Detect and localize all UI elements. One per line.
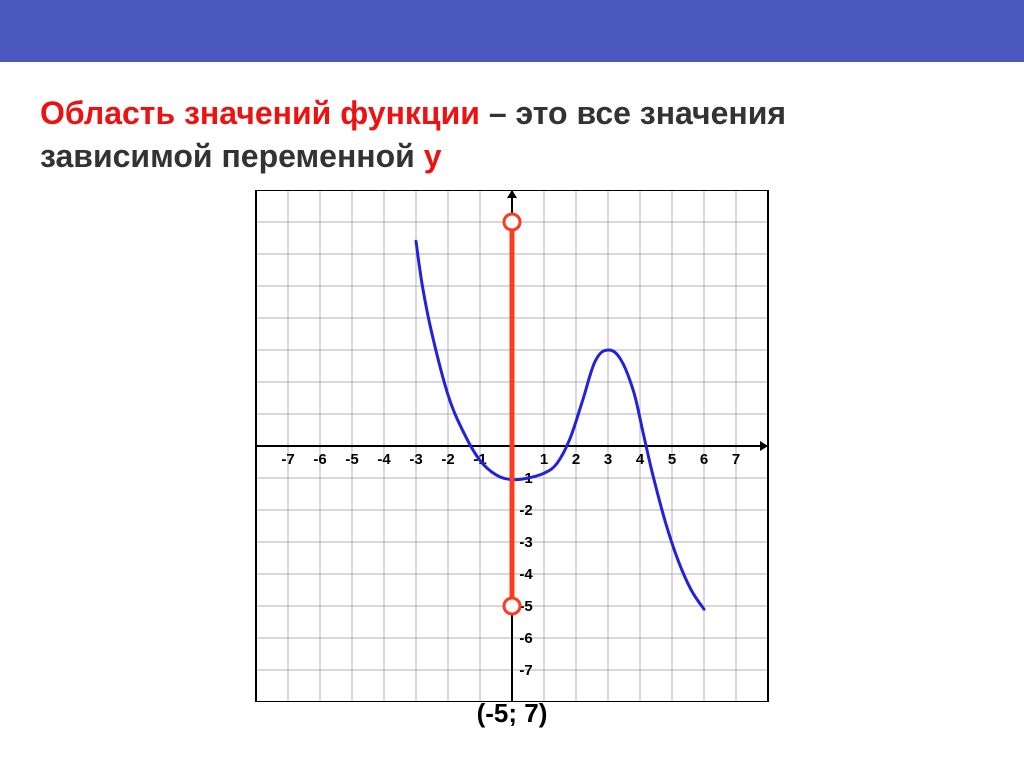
svg-text:-3: -3 [409,451,422,468]
heading-line2-pre: зависимой переменной [40,138,424,174]
svg-text:-4: -4 [519,566,533,583]
svg-text:4: 4 [636,451,645,468]
svg-text:3: 3 [604,451,612,468]
svg-text:-7: -7 [519,662,532,679]
svg-text:2: 2 [572,451,580,468]
svg-text:-6: -6 [519,630,532,647]
svg-text:-4: -4 [377,451,391,468]
heading-block: Область значений функции – это все значе… [40,92,984,178]
answer-text: (-5; 7) [40,698,984,729]
heading-var: у [424,138,442,174]
svg-text:-7: -7 [281,451,294,468]
function-graph: -7-6-5-4-3-2-11234567-1-2-3-4-5-6-7 [242,190,782,702]
svg-text:-6: -6 [313,451,326,468]
svg-text:-3: -3 [519,534,532,551]
svg-text:1: 1 [540,451,548,468]
svg-text:-2: -2 [441,451,454,468]
heading-rest-1: – это все значения [480,95,786,131]
heading-term: Область значений функции [40,95,480,131]
svg-text:-2: -2 [519,502,532,519]
svg-text:6: 6 [700,451,708,468]
content-area: Область значений функции – это все значе… [0,62,1024,729]
svg-text:7: 7 [732,451,740,468]
svg-text:-5: -5 [345,451,358,468]
chart-wrapper: -7-6-5-4-3-2-11234567-1-2-3-4-5-6-7 [40,190,984,702]
svg-text:5: 5 [668,451,676,468]
top-bar [0,0,1024,62]
